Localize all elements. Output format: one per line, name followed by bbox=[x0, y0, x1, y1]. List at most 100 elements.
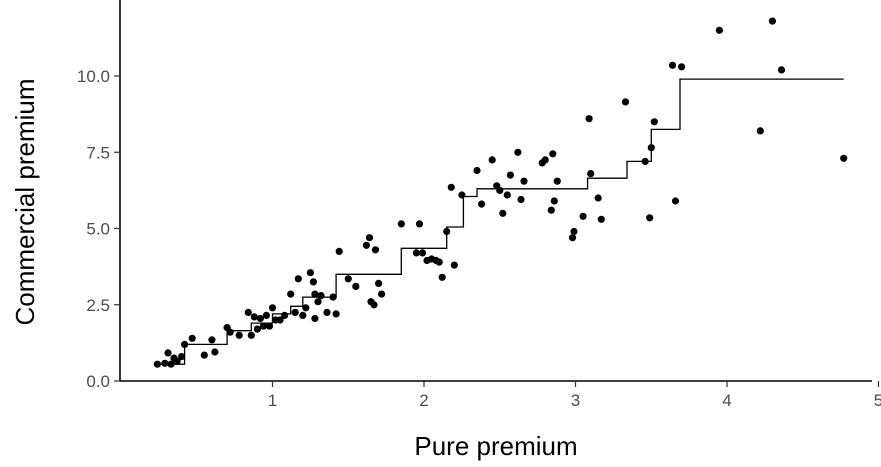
data-point bbox=[200, 351, 208, 359]
y-axis-ticks: 0.0 2.5 5.0 7.5 10.0 bbox=[77, 67, 120, 391]
data-point bbox=[503, 191, 511, 199]
data-point bbox=[314, 298, 322, 306]
data-point bbox=[768, 17, 777, 25]
data-point bbox=[244, 308, 252, 316]
data-point bbox=[262, 311, 270, 319]
data-point bbox=[499, 209, 507, 217]
y-tick-label: 2.5 bbox=[86, 296, 110, 315]
data-point bbox=[226, 328, 234, 336]
data-point bbox=[208, 336, 216, 344]
x-tick-label: 4 bbox=[722, 391, 731, 410]
data-point bbox=[597, 215, 605, 223]
data-point bbox=[362, 241, 370, 249]
data-point bbox=[311, 290, 319, 298]
data-point bbox=[587, 170, 595, 178]
data-point bbox=[332, 310, 340, 318]
data-point bbox=[647, 144, 655, 152]
x-tick-label: 2 bbox=[419, 391, 428, 410]
data-point bbox=[167, 360, 175, 368]
data-point bbox=[161, 359, 169, 367]
data-point bbox=[299, 311, 307, 319]
data-point bbox=[329, 293, 337, 301]
data-point bbox=[646, 214, 654, 222]
data-point bbox=[641, 157, 649, 165]
data-point bbox=[344, 275, 352, 283]
data-point bbox=[276, 316, 284, 324]
data-point bbox=[579, 212, 587, 220]
data-point bbox=[668, 61, 677, 69]
data-point bbox=[415, 220, 424, 228]
data-point bbox=[570, 227, 578, 236]
data-point bbox=[568, 234, 577, 242]
x-tick-label: 5 bbox=[874, 391, 881, 410]
y-axis-title: Commercial premium bbox=[10, 78, 40, 325]
data-point bbox=[435, 258, 443, 266]
data-point bbox=[365, 234, 374, 242]
data-point bbox=[650, 118, 658, 126]
data-point bbox=[306, 269, 314, 277]
data-point bbox=[371, 246, 380, 254]
data-point bbox=[450, 261, 458, 269]
y-tick-label: 5.0 bbox=[86, 220, 110, 239]
data-point bbox=[585, 115, 593, 123]
y-tick-label: 10.0 bbox=[77, 67, 110, 86]
data-point bbox=[496, 186, 504, 194]
data-points bbox=[153, 17, 848, 368]
data-point bbox=[294, 275, 302, 283]
data-point bbox=[188, 334, 196, 342]
data-point bbox=[253, 325, 261, 333]
plot-area bbox=[153, 17, 848, 368]
data-point bbox=[541, 156, 549, 164]
data-point bbox=[335, 247, 343, 255]
data-point bbox=[323, 308, 331, 316]
data-point bbox=[164, 349, 172, 357]
y-tick-label: 0.0 bbox=[86, 372, 110, 391]
data-point bbox=[302, 304, 310, 312]
data-point bbox=[458, 191, 466, 199]
data-point bbox=[309, 278, 317, 286]
data-point bbox=[317, 292, 325, 300]
data-point bbox=[211, 348, 219, 356]
data-point bbox=[397, 220, 405, 228]
data-point bbox=[173, 357, 181, 365]
data-point bbox=[311, 314, 319, 323]
step-fit-line bbox=[154, 78, 844, 365]
data-point bbox=[370, 301, 378, 309]
data-point bbox=[268, 304, 277, 312]
data-point bbox=[259, 322, 267, 330]
x-tick-label: 1 bbox=[268, 391, 277, 410]
x-tick-label: 3 bbox=[571, 391, 580, 410]
data-point bbox=[447, 183, 455, 191]
data-point bbox=[840, 154, 848, 162]
data-point bbox=[514, 148, 522, 156]
x-axis-title: Pure premium bbox=[414, 431, 577, 461]
data-point bbox=[181, 340, 189, 348]
data-point bbox=[550, 197, 558, 205]
data-point bbox=[153, 360, 161, 368]
data-point bbox=[438, 273, 446, 281]
data-point bbox=[291, 308, 299, 316]
data-point bbox=[478, 200, 486, 208]
data-point bbox=[473, 166, 481, 175]
data-point bbox=[547, 206, 555, 214]
data-point bbox=[777, 66, 786, 74]
x-axis-ticks: 1 2 3 4 5 bbox=[268, 381, 881, 410]
data-point bbox=[250, 313, 258, 321]
data-point bbox=[520, 177, 528, 185]
data-point bbox=[549, 150, 557, 158]
data-point bbox=[281, 311, 289, 319]
data-point bbox=[621, 98, 630, 106]
data-point bbox=[418, 249, 427, 257]
data-point bbox=[671, 197, 680, 205]
data-point bbox=[678, 63, 686, 71]
data-point bbox=[265, 322, 274, 330]
data-point bbox=[375, 279, 383, 287]
data-point bbox=[178, 353, 186, 361]
data-point bbox=[256, 314, 264, 323]
data-point bbox=[247, 331, 255, 339]
data-point bbox=[506, 171, 514, 179]
data-point bbox=[488, 156, 496, 164]
data-point bbox=[352, 282, 360, 290]
data-point bbox=[594, 194, 602, 202]
